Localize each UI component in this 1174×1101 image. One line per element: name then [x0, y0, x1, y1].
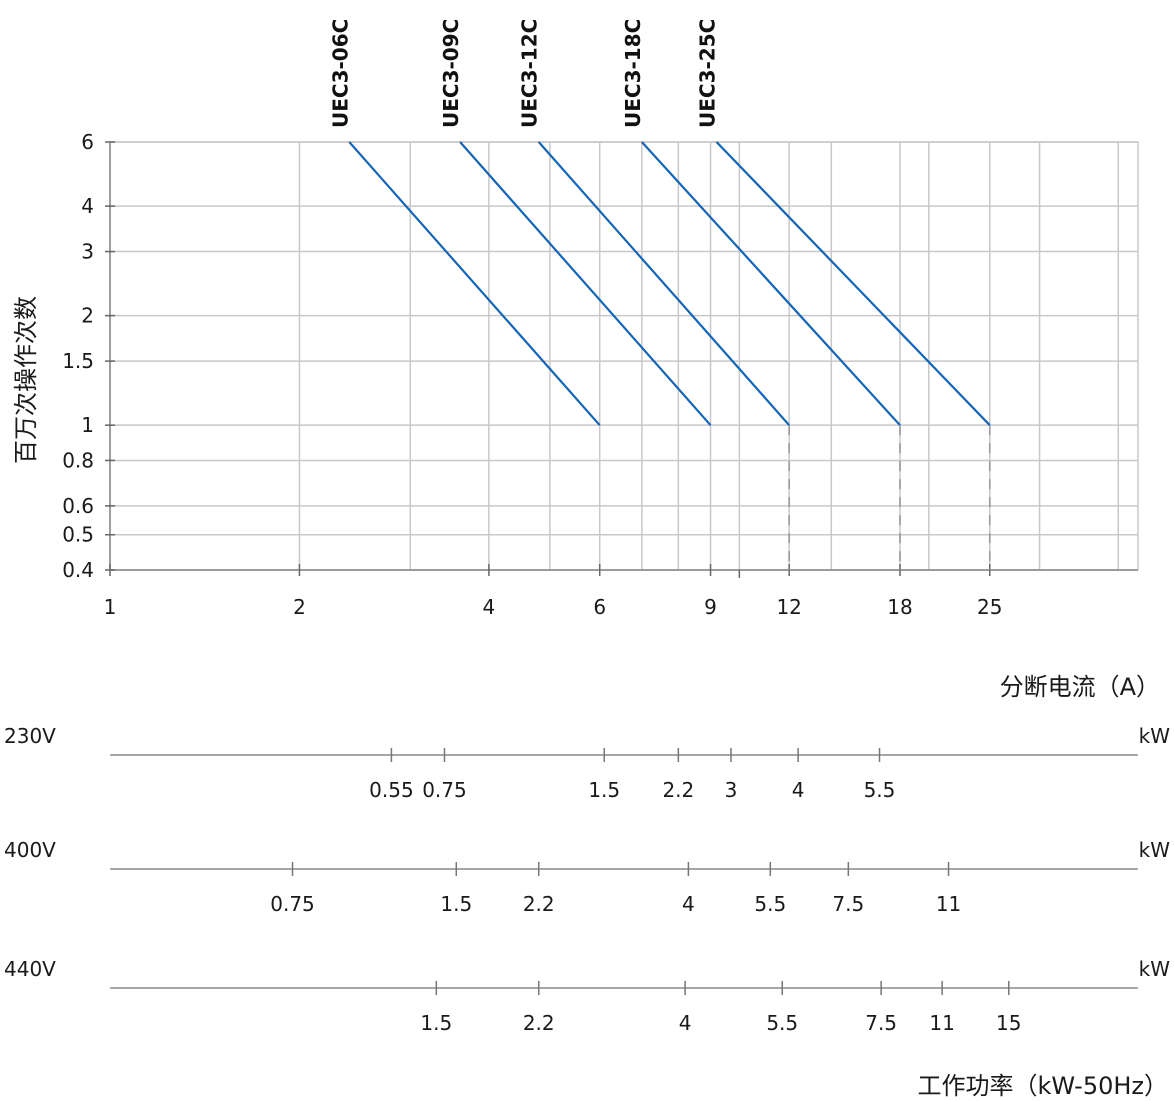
- scale-tick-label: 4: [682, 892, 695, 916]
- y-tick-label: 1: [81, 413, 94, 437]
- x-tick-label: 9: [704, 595, 717, 619]
- y-axis-title: 百万次操作次数: [12, 296, 40, 464]
- scale-tick-label: 11: [929, 1011, 954, 1035]
- x-tick-label: 12: [776, 595, 801, 619]
- x-tick-label: 6: [593, 595, 606, 619]
- y-tick-label: 2: [81, 304, 94, 328]
- scale-tick-label: 2.2: [523, 892, 555, 916]
- scale-tick-label: 4: [679, 1011, 692, 1035]
- x-tick-label: 4: [483, 595, 496, 619]
- scale-tick-label: 15: [996, 1011, 1021, 1035]
- scale-tick-label: 1.5: [440, 892, 472, 916]
- scale-tick-label: 11: [936, 892, 961, 916]
- scale-tick-label: 5.5: [754, 892, 786, 916]
- series-lines: [348, 141, 991, 570]
- voltage-label: 230V: [4, 724, 56, 748]
- y-tick-label: 0.6: [62, 494, 94, 518]
- scale-tick-label: 3: [725, 778, 738, 802]
- scale-tick-label: 5.5: [864, 778, 896, 802]
- voltage-label: 440V: [4, 957, 56, 981]
- x-tick-label: 2: [293, 595, 306, 619]
- y-tick-label: 3: [81, 240, 94, 264]
- series-line: [459, 141, 712, 426]
- series-line: [641, 141, 901, 426]
- scale-tick-label: 0.75: [270, 892, 315, 916]
- power-scale-row: 400V kW 0.75 1.5 2.2 4 5.5 7.5 11: [4, 838, 1170, 916]
- y-tick-label: 0.4: [62, 558, 94, 582]
- scale-tick-label: 1.5: [588, 778, 620, 802]
- series-label: UEC3-12C: [518, 19, 542, 128]
- power-scale-row: 230V kW 0.55 0.75 1.5 2.2 3 4 5.5: [4, 724, 1170, 802]
- y-tick-label: 1.5: [62, 349, 94, 373]
- series-label: UEC3-09C: [439, 19, 463, 128]
- voltage-label: 400V: [4, 838, 56, 862]
- scale-tick-label: 7.5: [832, 892, 864, 916]
- series-labels: UEC3-06C UEC3-09C UEC3-12C UEC3-18C UEC3-25C: [328, 19, 719, 128]
- scale-tick-label: 2.2: [662, 778, 694, 802]
- scale-tick-label: 5.5: [766, 1011, 798, 1035]
- scale-tick-label: 1.5: [420, 1011, 452, 1035]
- y-tick-label: 6: [81, 130, 94, 154]
- x-tick-label: 25: [977, 595, 1002, 619]
- series-line: [537, 141, 790, 426]
- scale-tick-label: 4: [792, 778, 805, 802]
- y-tick-label: 4: [81, 194, 94, 218]
- unit-label: kW: [1139, 724, 1171, 748]
- scale-tick-label: 7.5: [865, 1011, 897, 1035]
- x-tick-label: 18: [887, 595, 912, 619]
- scale-tick-label: 2.2: [523, 1011, 555, 1035]
- y-tick-label: 0.5: [62, 523, 94, 547]
- scale-tick-label: 0.55: [369, 778, 414, 802]
- grid: [109, 141, 1139, 571]
- x-axis-title: 分断电流（A）: [1000, 673, 1160, 701]
- power-scale-row: 440V kW 1.5 2.2 4 5.5 7.5 11 15: [4, 957, 1170, 1035]
- series-label: UEC3-18C: [621, 19, 645, 128]
- series-label: UEC3-25C: [696, 19, 720, 128]
- power-scale-title: 工作功率（kW-50Hz）: [918, 1072, 1169, 1100]
- series-label: UEC3-06C: [328, 19, 352, 128]
- power-scales: 230V kW 0.55 0.75 1.5 2.2 3 4 5.5 400V kW 0.75 1.5 2.…: [4, 724, 1170, 1035]
- x-tick-label: 1: [104, 595, 117, 619]
- series-line: [715, 141, 991, 426]
- unit-label: kW: [1139, 957, 1171, 981]
- scale-tick-label: 0.75: [422, 778, 467, 802]
- unit-label: kW: [1139, 838, 1171, 862]
- series-line: [348, 141, 601, 426]
- y-tick-label: 0.8: [62, 448, 94, 472]
